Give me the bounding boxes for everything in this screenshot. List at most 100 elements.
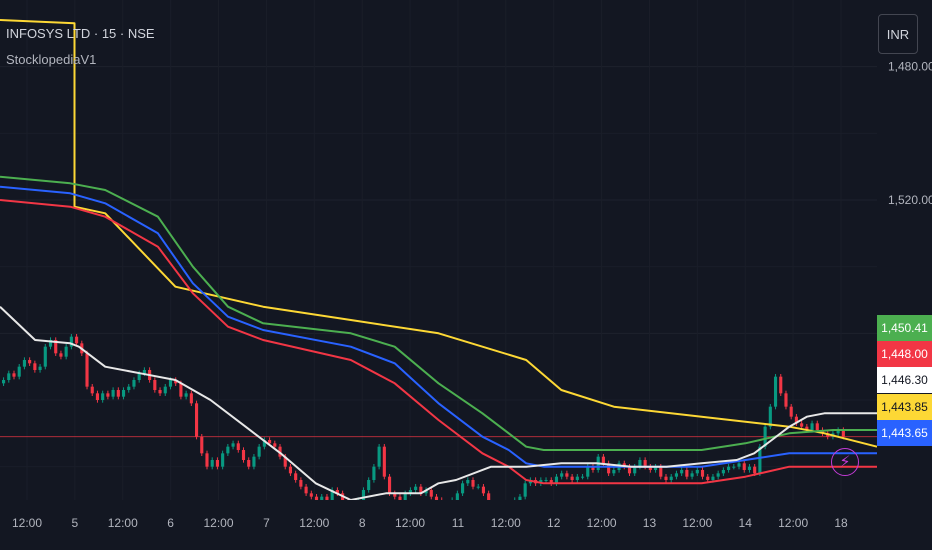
candle-body	[132, 380, 136, 387]
candle-body	[607, 463, 611, 474]
candle-body	[565, 473, 569, 477]
candle-body	[299, 480, 303, 487]
time-tick-label: 12:00	[682, 516, 712, 530]
candle-body	[690, 473, 694, 477]
time-tick-label: 5	[72, 516, 79, 530]
candle-body	[111, 390, 115, 397]
candle-body	[320, 496, 324, 500]
candle-body	[309, 493, 313, 497]
candle-body	[398, 496, 402, 500]
time-tick-label: 12:00	[491, 516, 521, 530]
indicator-label[interactable]: StocklopediaV1	[6, 52, 97, 67]
candle-body	[836, 430, 840, 434]
candle-body	[523, 483, 527, 497]
candle-body	[627, 466, 632, 474]
candle-body	[732, 466, 736, 468]
time-tick-label: 12:00	[108, 516, 138, 530]
candle-body	[586, 466, 590, 477]
candle-body	[12, 373, 16, 377]
candle-body	[773, 376, 778, 407]
candle-body	[758, 446, 762, 474]
time-tick-label: 12	[547, 516, 561, 530]
candle-body	[805, 426, 809, 430]
candle-body	[153, 380, 157, 390]
candle-body	[75, 336, 79, 344]
candle-body	[716, 473, 720, 477]
candle-body	[643, 460, 647, 467]
candle-body	[455, 493, 459, 500]
candle-body	[95, 393, 100, 400]
time-tick-label: 12:00	[587, 516, 617, 530]
candle-body	[789, 406, 793, 417]
candle-body	[481, 486, 486, 494]
candle-body	[205, 453, 209, 467]
chart-grid	[0, 66, 877, 334]
candle-body	[466, 480, 470, 484]
candle-body	[174, 380, 178, 384]
candle-body	[268, 440, 272, 444]
candle-body	[314, 496, 319, 500]
candle-body	[210, 460, 214, 467]
candle-body	[382, 446, 386, 477]
candle-body	[294, 473, 298, 480]
candle-body	[794, 416, 798, 424]
candle-body	[800, 423, 804, 427]
candle-body	[414, 486, 418, 490]
candle-body	[252, 456, 256, 467]
candle-body	[638, 460, 642, 467]
candle-body	[387, 476, 392, 494]
candle-body	[215, 460, 219, 467]
candle-body	[158, 390, 162, 394]
candle-body	[304, 486, 308, 494]
candle-body	[768, 406, 772, 427]
candle-body	[273, 443, 277, 447]
candle-body	[737, 463, 741, 467]
indicator-line-4	[0, 305, 877, 501]
lightning-icon[interactable]: ⚡	[831, 448, 859, 476]
candle-body	[695, 470, 699, 474]
candle-body	[236, 443, 240, 450]
candle-body	[22, 360, 26, 367]
candle-body	[570, 476, 574, 480]
candle-body	[194, 403, 199, 437]
candle-body	[487, 493, 491, 504]
time-tick-label: 12:00	[778, 516, 808, 530]
candle-body	[221, 453, 225, 467]
candle-body	[424, 490, 428, 494]
indicator-line-0	[0, 19, 878, 448]
candle-body	[810, 423, 814, 430]
time-tick-label: 12:00	[204, 516, 234, 530]
candle-body	[38, 366, 42, 370]
time-tick-label: 13	[643, 516, 657, 530]
price-tag: 1,443.85	[877, 394, 932, 420]
candle-body	[544, 480, 548, 481]
time-tick-label: 6	[167, 516, 174, 530]
price-tag: 1,448.00	[877, 341, 932, 367]
candle-body	[361, 490, 366, 500]
candle-body	[471, 480, 475, 487]
candle-body	[257, 446, 261, 457]
candle-body	[48, 340, 53, 347]
candle-body	[727, 466, 731, 470]
candle-body	[231, 443, 235, 447]
candle-body	[711, 476, 715, 480]
price-tag: 1,446.30	[877, 367, 932, 393]
time-tick-label: 12:00	[12, 516, 42, 530]
candle-body	[779, 376, 783, 394]
candle-body	[575, 476, 579, 480]
price-tick-label: 1,480.00	[888, 60, 932, 74]
candle-body	[549, 480, 553, 484]
candle-body	[241, 450, 246, 460]
indicator-lines	[0, 19, 878, 501]
candle-body	[247, 460, 251, 467]
candle-body	[591, 466, 595, 470]
symbol-title[interactable]: INFOSYS LTD · 15 · NSE	[6, 26, 155, 41]
candle-body	[59, 353, 63, 357]
candle-body	[262, 440, 266, 447]
price-tick-label: 1,520.00	[888, 193, 932, 207]
candle-body	[7, 373, 11, 380]
candle-body	[116, 390, 120, 397]
currency-button[interactable]: INR	[878, 14, 918, 54]
indicator-line-2	[0, 185, 877, 468]
